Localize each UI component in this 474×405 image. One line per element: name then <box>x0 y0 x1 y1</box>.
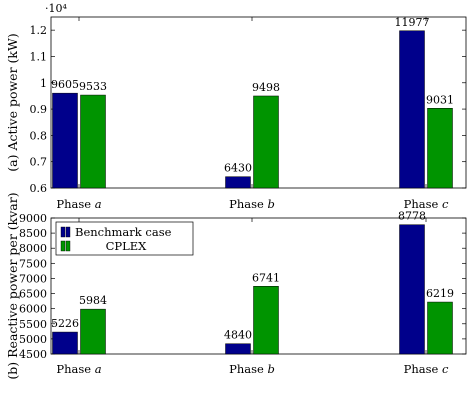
y-tick-label: 0.6 <box>30 182 48 195</box>
bar <box>427 108 453 189</box>
axis-scale-note: ·10⁴ <box>45 2 67 15</box>
bar-value-label: 6741 <box>252 271 280 284</box>
y-tick-label: 6500 <box>19 288 47 301</box>
bar-value-label: 5984 <box>79 294 107 307</box>
bar-value-label: 9031 <box>426 93 454 106</box>
y-tick-label: 0.9 <box>30 103 48 116</box>
bar <box>253 95 279 189</box>
x-category-label: Phase a <box>56 362 101 376</box>
y-tick-label: 7000 <box>19 272 47 285</box>
legend-label: CPLEX <box>106 239 148 253</box>
bar <box>253 286 279 355</box>
bar-value-label: 9498 <box>252 81 280 94</box>
bar-value-label: 8778 <box>398 210 426 223</box>
bar <box>52 92 78 189</box>
bar <box>225 176 251 189</box>
legend-swatch <box>65 226 71 238</box>
bar-value-label: 9533 <box>79 80 107 93</box>
bar <box>52 331 78 355</box>
bar-value-label: 11977 <box>395 16 430 29</box>
bar <box>427 301 453 355</box>
legend-swatch <box>60 240 66 252</box>
bar <box>225 343 251 355</box>
bar <box>399 224 425 355</box>
x-category-label: Phase b <box>229 362 275 376</box>
legend-label: Benchmark case <box>75 225 172 239</box>
y-tick-label: 8500 <box>19 227 47 240</box>
y-tick-label: 0.8 <box>30 129 48 142</box>
y-tick-label: 5000 <box>19 333 47 346</box>
legend-swatch <box>65 240 71 252</box>
bar <box>80 94 106 189</box>
bar-value-label: 9605 <box>51 78 79 91</box>
y-tick-label: 4500 <box>19 348 47 361</box>
x-category-label: Phase c <box>404 197 449 211</box>
y-tick-label: 7500 <box>19 257 47 270</box>
legend-box <box>55 221 194 256</box>
y-tick-label: 8000 <box>19 242 47 255</box>
y-tick-label: 1.2 <box>30 24 48 37</box>
legend-swatch <box>60 226 66 238</box>
x-category-label: Phase a <box>56 197 101 211</box>
y-tick-label: 1 <box>40 77 47 90</box>
bar-value-label: 6430 <box>224 162 252 175</box>
y-tick-label: 6000 <box>19 303 47 316</box>
y-tick-label: 0.7 <box>30 156 48 169</box>
x-category-label: Phase b <box>229 197 275 211</box>
bar <box>80 308 106 355</box>
bar <box>399 30 425 189</box>
y-axis-label: (b) Reactive power per (kvar) <box>5 192 20 379</box>
bar-value-label: 4840 <box>224 329 252 342</box>
y-tick-label: 1.1 <box>30 50 48 63</box>
bar-value-label: 6219 <box>426 287 454 300</box>
y-tick-label: 9000 <box>19 212 47 225</box>
bar-value-label: 5226 <box>51 317 79 330</box>
y-axis-label: (a) Active power (kW) <box>5 33 20 171</box>
x-category-label: Phase c <box>404 362 449 376</box>
y-tick-label: 5500 <box>19 318 47 331</box>
